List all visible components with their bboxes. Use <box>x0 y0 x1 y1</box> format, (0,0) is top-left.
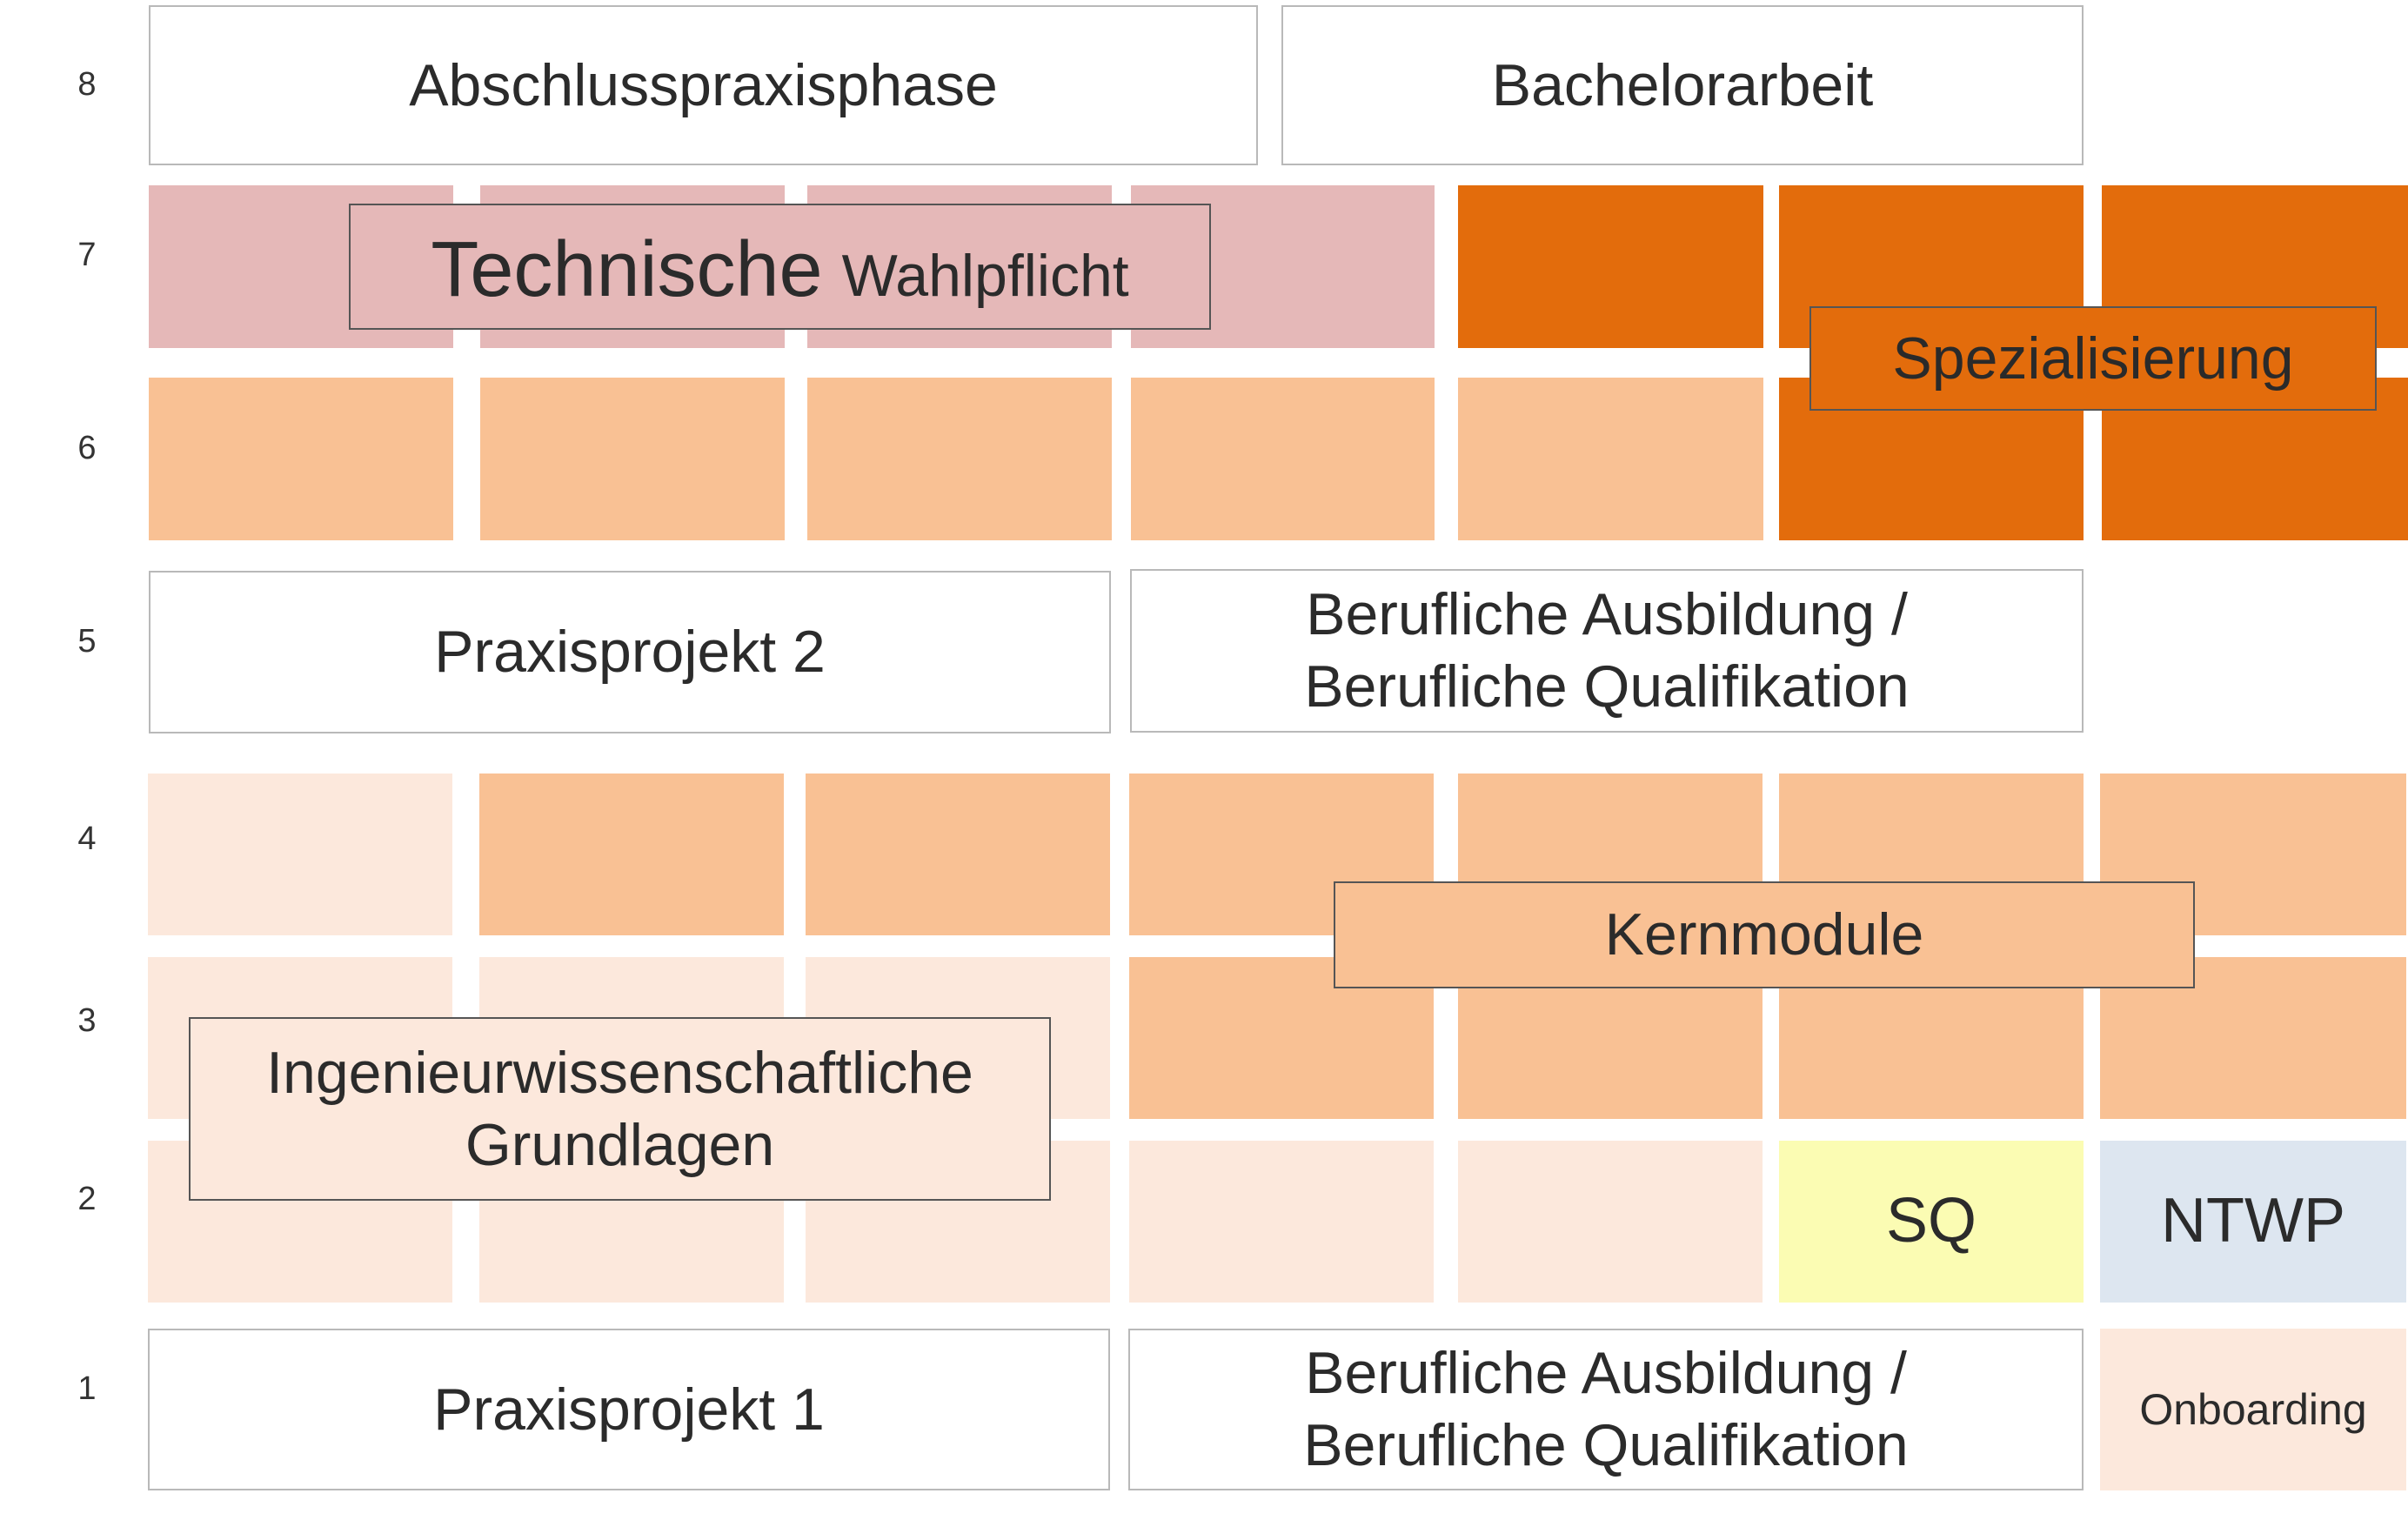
praxisprojekt-1-label: Praxisprojekt 1 <box>433 1376 825 1443</box>
ntwp-box: NTWP <box>2100 1141 2406 1303</box>
praxisprojekt-2-label: Praxisprojekt 2 <box>434 619 826 686</box>
kernmodul-block <box>807 378 1112 540</box>
grundlagen-block <box>1458 1141 1763 1303</box>
technische-wahlpflicht-label: Technische Wahlpflicht <box>349 204 1211 330</box>
semester-number-7: 7 <box>77 237 97 273</box>
semester-number-1: 1 <box>77 1370 97 1407</box>
kernmodule-text: Kernmodule <box>1604 901 1924 968</box>
spezialisierung-text: Spezialisierung <box>1892 325 2294 392</box>
technische-small-text: Wahlpflicht <box>841 243 1129 309</box>
grundlagen-block <box>148 774 452 935</box>
kernmodule-label: Kernmodule <box>1334 881 2195 988</box>
berufliche-1-line1: Berufliche Ausbildung / <box>1305 1340 1907 1407</box>
praxisprojekt-2-box: Praxisprojekt 2 <box>149 571 1111 733</box>
ntwp-label: NTWP <box>2161 1186 2345 1256</box>
berufliche-5-line2: Berufliche Qualifikation <box>1304 653 1910 720</box>
sq-box: SQ <box>1779 1141 2084 1303</box>
ingenieur-line1: Ingenieurwissenschaftliche <box>266 1039 973 1106</box>
berufliche-ausbildung-1-box: Berufliche Ausbildung / Berufliche Quali… <box>1128 1329 2084 1490</box>
grundlagen-block <box>1129 1141 1434 1303</box>
semester-number-3: 3 <box>77 1002 97 1039</box>
spezialisierung-block <box>1458 185 1763 348</box>
sq-label: SQ <box>1885 1186 1977 1256</box>
kernmodul-block <box>806 774 1110 935</box>
technische-big-text: Technische <box>431 226 823 313</box>
semester-number-2: 2 <box>77 1181 97 1217</box>
bachelorarbeit-label: Bachelorarbeit <box>1491 51 1874 118</box>
abschlusspraxisphase-box: Abschlusspraxisphase <box>149 5 1258 165</box>
semester-number-4: 4 <box>77 820 97 857</box>
berufliche-ausbildung-5-box: Berufliche Ausbildung / Berufliche Quali… <box>1130 569 2084 733</box>
semester-number-5: 5 <box>77 623 97 660</box>
onboarding-label: Onboarding <box>2139 1384 2367 1434</box>
semester-number-6: 6 <box>77 430 97 466</box>
berufliche-1-line2: Berufliche Qualifikation <box>1303 1412 1909 1478</box>
spezialisierung-label: Spezialisierung <box>1809 306 2377 411</box>
kernmodul-block <box>1131 378 1435 540</box>
semester-number-8: 8 <box>77 66 97 103</box>
kernmodul-block <box>149 378 453 540</box>
kernmodul-block <box>480 378 785 540</box>
bachelorarbeit-box: Bachelorarbeit <box>1281 5 2084 165</box>
kernmodul-block <box>479 774 784 935</box>
praxisprojekt-1-box: Praxisprojekt 1 <box>148 1329 1110 1490</box>
onboarding-box: Onboarding <box>2100 1329 2406 1490</box>
abschlusspraxisphase-label: Abschlusspraxisphase <box>409 51 998 118</box>
kernmodul-block <box>1458 378 1763 540</box>
ingenieur-grundlagen-label: Ingenieurwissenschaftliche Grundlagen <box>189 1017 1051 1201</box>
ingenieur-line2: Grundlagen <box>465 1111 775 1178</box>
berufliche-5-line1: Berufliche Ausbildung / <box>1306 581 1908 648</box>
